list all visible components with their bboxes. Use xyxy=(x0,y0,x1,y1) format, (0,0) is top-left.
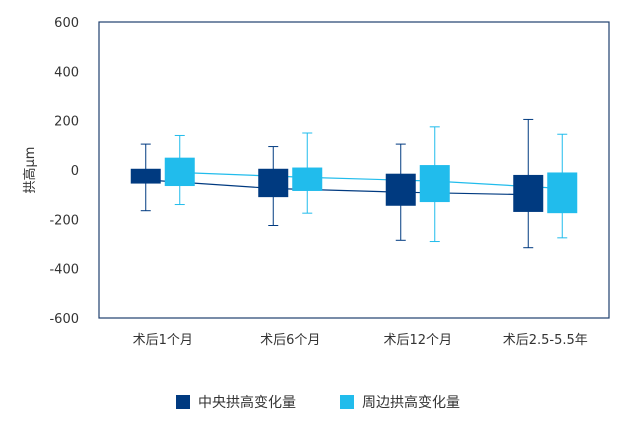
box-body xyxy=(547,172,578,214)
y-tick-label: 0 xyxy=(71,164,79,179)
legend-item-peripheral: 周边拱高变化量 xyxy=(340,392,460,412)
box-body xyxy=(385,173,416,206)
boxes-layer xyxy=(130,118,578,249)
box-body xyxy=(419,165,450,203)
x-axis-ticks: 术后1个月 术后6个月 术后12个月 术后2.5-5.5年 xyxy=(133,333,588,348)
legend-swatch-peripheral xyxy=(340,395,354,409)
plot-area-frame xyxy=(98,21,610,319)
x-tick-label: 术后1个月 xyxy=(133,333,193,348)
legend-label-central: 中央拱高变化量 xyxy=(198,395,296,411)
legend: 中央拱高变化量 周边拱高变化量 xyxy=(0,392,636,412)
box-body xyxy=(130,168,161,184)
box-body xyxy=(292,167,323,191)
y-tick-label: -600 xyxy=(49,312,79,327)
box-1-1 xyxy=(292,132,323,214)
box-0-3 xyxy=(513,118,544,249)
y-tick-label: 400 xyxy=(54,65,79,80)
legend-item-central: 中央拱高变化量 xyxy=(176,392,296,412)
box-body xyxy=(164,157,195,187)
legend-label-peripheral: 周边拱高变化量 xyxy=(362,395,460,411)
x-tick-label: 术后6个月 xyxy=(260,333,320,348)
y-axis-ticks: 600 400 200 0 -200 -400 -600 xyxy=(49,16,79,327)
x-tick-label: 术后12个月 xyxy=(383,333,452,348)
box-body xyxy=(258,168,289,198)
y-tick-label: -200 xyxy=(49,213,79,228)
box-1-3 xyxy=(547,133,578,239)
box-1-2 xyxy=(419,126,450,243)
mean-line-series-1 xyxy=(179,171,563,190)
y-axis-title: 拱高μm xyxy=(22,147,38,194)
box-0-2 xyxy=(385,143,416,241)
mean-line-series-0 xyxy=(145,179,529,196)
y-tick-label: 200 xyxy=(54,115,79,130)
box-body xyxy=(513,174,544,212)
box-0-1 xyxy=(258,146,289,226)
y-tick-label: 600 xyxy=(54,16,79,31)
y-tick-label: -400 xyxy=(49,263,79,278)
x-tick-label: 术后2.5-5.5年 xyxy=(503,333,588,348)
mean-trend-lines xyxy=(145,171,563,196)
box-1-0 xyxy=(164,134,195,206)
box-0-0 xyxy=(130,143,161,212)
legend-swatch-central xyxy=(176,395,190,409)
